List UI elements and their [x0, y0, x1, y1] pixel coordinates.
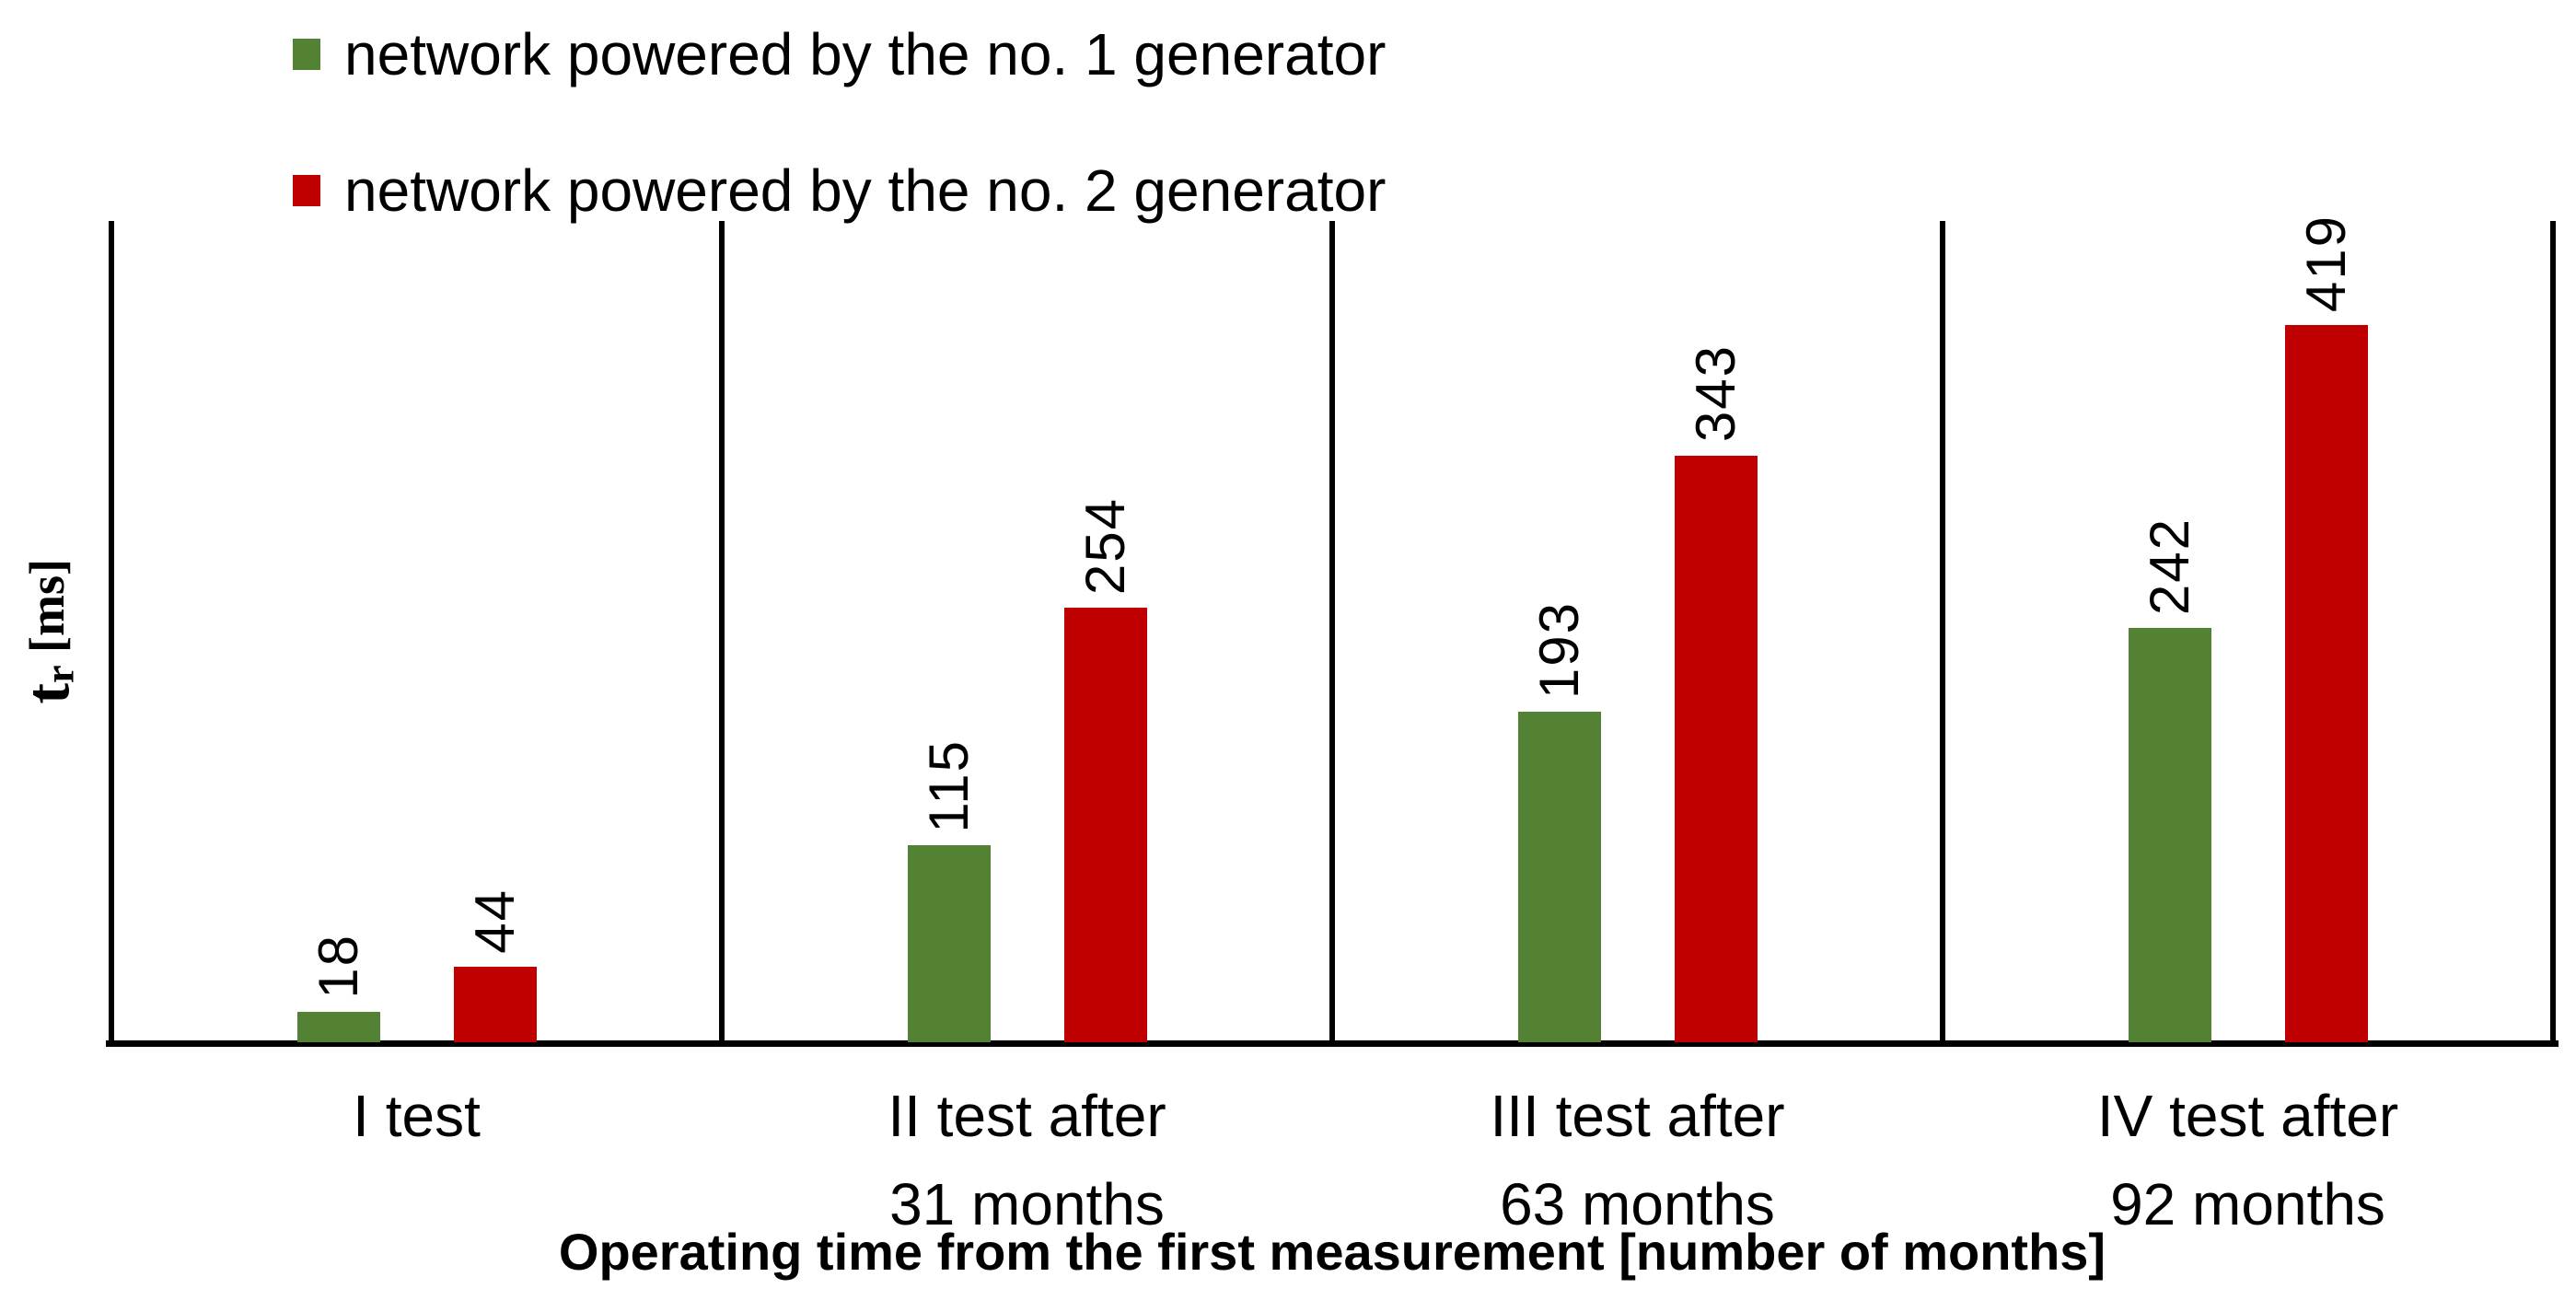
- bar-generator2-test2: [1064, 607, 1147, 1042]
- value-label-generator1-test3: 193: [1528, 601, 1590, 700]
- value-label-generator2-test4: 419: [2295, 215, 2357, 313]
- bar-generator1-test4: [2129, 628, 2211, 1042]
- bar-generator2-test3: [1675, 455, 1758, 1042]
- bar-generator1-test2: [908, 845, 991, 1042]
- value-label-generator1-test4: 242: [2139, 517, 2200, 616]
- value-label-generator1-test1: 18: [307, 933, 369, 999]
- panel-test-2: 115 254 II test after 31 months: [722, 221, 1332, 1237]
- y-axis-label-subscript: r: [37, 665, 83, 684]
- category-label-test4: IV test after 92 months: [2096, 1083, 2399, 1237]
- legend-item-generator-2: network powered by the no. 2 generator: [293, 157, 1386, 225]
- y-axis-label-unit: [ms]: [18, 559, 75, 666]
- bar-generator2-test4: [2285, 325, 2368, 1042]
- plot-right-border: [2550, 221, 2556, 1042]
- x-axis-title: Operating time from the first measuremen…: [558, 1223, 2106, 1281]
- bar-generator1-test3: [1518, 712, 1601, 1042]
- plot-area: 18 44 I test 115 254 II test after 31 mo…: [106, 215, 2559, 1237]
- value-label-generator2-test1: 44: [464, 888, 526, 955]
- legend-item-generator-1: network powered by the no. 1 generator: [293, 20, 1386, 88]
- bar-generator1-test1: [297, 1011, 380, 1042]
- bar-generator2-test1: [454, 967, 537, 1042]
- y-axis-line: [109, 221, 114, 1042]
- legend-label-generator-2: network powered by the no. 2 generator: [344, 157, 1387, 224]
- category-label-test3: III test after 63 months: [1490, 1083, 1785, 1237]
- x-axis-line: [106, 1040, 2559, 1047]
- value-label-generator1-test2: 115: [918, 738, 980, 833]
- panel-test-3: 193 343 III test after 63 months: [1332, 221, 1943, 1237]
- generator-1-color-swatch: [293, 39, 320, 70]
- value-label-generator2-test3: 343: [1685, 344, 1746, 443]
- panel-test-4: 242 419 IV test after 92 months: [1943, 215, 2553, 1237]
- y-axis-label: tr [ms]: [11, 559, 83, 704]
- category-label-test1: I test: [353, 1083, 481, 1149]
- generator-2-color-swatch: [293, 175, 320, 206]
- panel-separator-1: [719, 221, 725, 1042]
- category-label-test2: II test after 31 months: [888, 1083, 1166, 1237]
- panel-separator-3: [1940, 221, 1945, 1042]
- value-label-generator2-test2: 254: [1074, 496, 1136, 595]
- panel-test-1: 18 44 I test: [111, 221, 722, 1149]
- legend-label-generator-1: network powered by the no. 1 generator: [344, 21, 1387, 87]
- panel-separator-2: [1329, 221, 1335, 1042]
- legend: network powered by the no. 1 generator n…: [293, 20, 1386, 225]
